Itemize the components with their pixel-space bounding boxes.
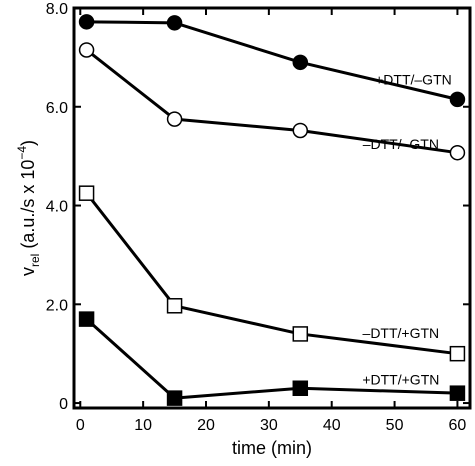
data-point xyxy=(166,390,183,406)
data-point xyxy=(292,54,309,71)
series-label: +DTT/+GTN xyxy=(362,371,439,387)
data-point xyxy=(166,298,183,314)
x-tick-label: 0 xyxy=(76,417,85,434)
data-point xyxy=(292,326,309,342)
y-axis-title-main: v xyxy=(18,267,38,276)
y-tick-label: 8.0 xyxy=(46,1,68,18)
y-tick-label: 0 xyxy=(59,396,68,413)
data-point xyxy=(78,14,95,30)
data-point xyxy=(449,91,466,108)
y-axis-title-rest: (a.u./s x 10 xyxy=(18,160,38,254)
plot-frame xyxy=(72,6,472,410)
data-point xyxy=(78,311,95,327)
x-tick-label: 20 xyxy=(197,417,215,434)
y-axis-title-exp: −4 xyxy=(15,146,29,160)
y-tick-label: 2.0 xyxy=(46,297,68,314)
data-point xyxy=(449,345,466,362)
data-point xyxy=(292,122,309,139)
series-layer xyxy=(78,14,466,406)
y-axis-title: vrel (a.u./s x 10−4) xyxy=(15,140,42,276)
x-tick-label: 30 xyxy=(260,417,278,434)
series-label: +DTT/–GTN xyxy=(375,72,452,88)
series-line xyxy=(85,48,458,155)
series-label: –DTT/+GTN xyxy=(363,325,440,341)
x-axis-title: time (min) xyxy=(232,438,312,458)
y-axis-title-close: ) xyxy=(18,140,38,146)
series-line xyxy=(85,192,458,356)
data-point xyxy=(292,380,309,396)
data-point xyxy=(78,42,95,58)
y-tick-label: 4.0 xyxy=(46,199,68,216)
data-point xyxy=(449,385,466,401)
axis-ticks: 0 10 20 30 40 50 60 0 2.0 4.0 6.0 8.0 xyxy=(46,1,470,434)
series-line xyxy=(86,20,458,101)
series-line xyxy=(85,317,458,400)
data-point xyxy=(166,111,183,127)
data-point xyxy=(166,15,183,31)
y-axis-title-sub: rel xyxy=(28,254,42,267)
data-point xyxy=(449,144,466,161)
series-label: –DTT/–GTN xyxy=(363,136,439,152)
y-tick-label: 6.0 xyxy=(46,100,68,117)
x-tick-label: 40 xyxy=(323,417,341,434)
series-labels: +DTT/–GTN –DTT/–GTN –DTT/+GTN +DTT/+GTN xyxy=(362,72,451,388)
data-point xyxy=(78,185,95,201)
x-tick-label: 50 xyxy=(386,417,404,434)
x-tick-label: 60 xyxy=(449,417,467,434)
x-tick-label: 10 xyxy=(134,417,152,434)
